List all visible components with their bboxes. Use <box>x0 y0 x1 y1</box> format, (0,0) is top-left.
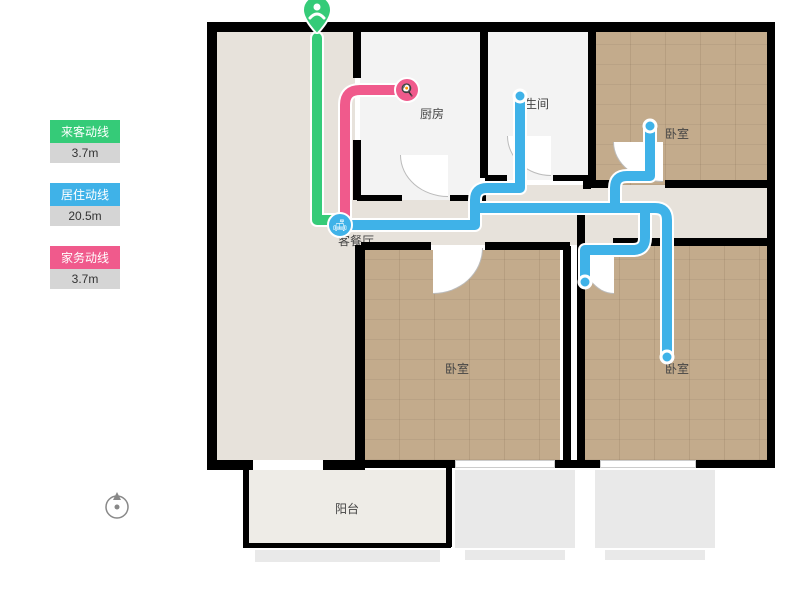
path-living <box>345 98 667 355</box>
chore-badge-icon: 🍳 <box>394 77 420 103</box>
legend-guest-label: 来客动线 <box>50 120 120 143</box>
legend-living: 居住动线 20.5m <box>50 183 120 226</box>
floor-plan: 厨房 卫生间 卧室 客餐厅 卧室 卧室 阳台 <box>195 20 775 580</box>
path-chore <box>345 90 400 220</box>
legend-living-label: 居住动线 <box>50 183 120 206</box>
legend-chore: 家务动线 3.7m <box>50 246 120 289</box>
circulation-paths <box>195 20 775 580</box>
legend-chore-label: 家务动线 <box>50 246 120 269</box>
legend: 来客动线 3.7m 居住动线 20.5m 家务动线 3.7m <box>50 120 120 289</box>
path-guest <box>317 38 337 220</box>
living-badge-icon: 🛋 <box>327 212 353 238</box>
legend-guest-value: 3.7m <box>50 143 120 163</box>
entry-badge-icon <box>302 0 332 34</box>
compass-icon <box>100 490 134 529</box>
legend-living-value: 20.5m <box>50 206 120 226</box>
legend-chore-value: 3.7m <box>50 269 120 289</box>
legend-guest: 来客动线 3.7m <box>50 120 120 163</box>
